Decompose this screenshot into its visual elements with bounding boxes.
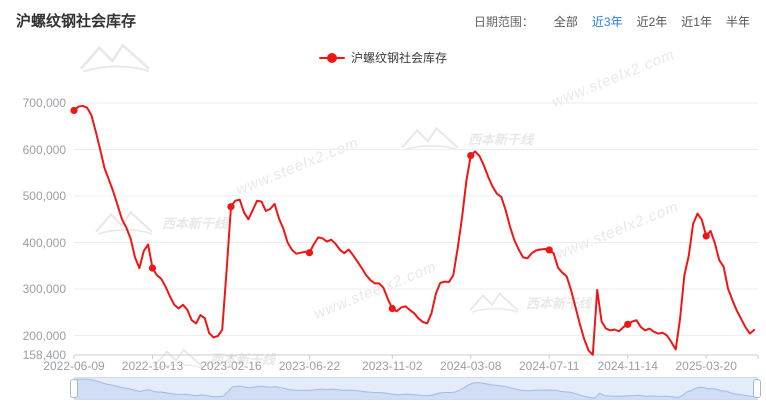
x-axis-label: 2024-07-11 <box>518 359 580 373</box>
date-range-filter: 日期范围： 全部 近3年 近2年 近1年 半年 <box>474 13 750 30</box>
range-option-4[interactable]: 半年 <box>725 15 750 29</box>
range-option-3[interactable]: 近1年 <box>681 15 712 29</box>
y-axis-label: 500,000 <box>22 189 66 203</box>
mountain-logo-icon <box>153 348 203 369</box>
x-axis-label: 2023-11-02 <box>362 359 423 373</box>
y-axis-label: 700,000 <box>22 96 66 110</box>
site-watermark: www.steelx2.com <box>553 198 682 263</box>
brand-watermark: 西本新干线 <box>468 290 591 314</box>
legend-line-dot-icon <box>318 52 345 63</box>
x-axis-label: 2024-03-08 <box>440 359 502 373</box>
y-axis-label: 300,000 <box>22 282 66 296</box>
mountain-logo-icon <box>95 210 153 235</box>
brand-watermark: 西本新干线 <box>152 346 275 370</box>
range-option-1[interactable]: 近3年 <box>591 15 623 29</box>
x-axis-label: 2024-11-14 <box>597 359 658 373</box>
mountain-logo-icon <box>469 292 519 313</box>
datazoom-right-handle[interactable] <box>753 379 761 398</box>
range-option-0[interactable]: 全部 <box>553 15 578 29</box>
mountain-logo-icon <box>401 126 459 151</box>
brand-watermark: 西本新干线 <box>398 124 533 152</box>
site-watermark: www.steelx2.com <box>233 134 362 199</box>
date-range-label: 日期范围： <box>473 15 534 29</box>
x-axis-label: 2025-03-20 <box>675 359 737 373</box>
range-option-2[interactable]: 近2年 <box>636 15 668 29</box>
legend-label: 沪螺纹钢社会库存 <box>350 51 447 65</box>
site-watermark: www.steelx2.com <box>311 258 440 323</box>
datazoom-slider-track[interactable] <box>74 377 758 400</box>
page-title: 沪螺纹钢社会库存 <box>16 13 137 30</box>
y-axis-label: 600,000 <box>22 142 66 157</box>
chart-legend[interactable]: 沪螺纹钢社会库存 <box>0 49 766 66</box>
brand-watermark: 西本新干线 <box>92 208 227 236</box>
x-axis-label: 2023-06-22 <box>278 359 341 373</box>
x-axis-label: 2023-02-16 <box>200 359 262 373</box>
x-axis-label: 2022-10-13 <box>121 359 184 373</box>
y-axis-label: 158,400 <box>22 347 66 362</box>
y-axis-label: 200,000 <box>22 328 66 343</box>
datazoom-left-handle[interactable] <box>70 379 78 398</box>
y-axis-label: 400,000 <box>22 235 66 250</box>
x-axis-label: 2022-06-09 <box>43 359 105 373</box>
